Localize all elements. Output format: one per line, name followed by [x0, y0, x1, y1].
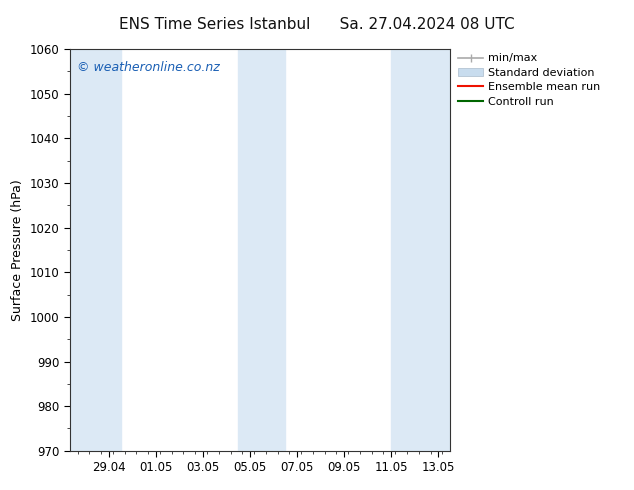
Bar — [391, 49, 450, 451]
Legend: min/max, Standard deviation, Ensemble mean run, Controll run: min/max, Standard deviation, Ensemble me… — [454, 49, 605, 111]
Bar — [238, 49, 285, 451]
Text: ENS Time Series Istanbul      Sa. 27.04.2024 08 UTC: ENS Time Series Istanbul Sa. 27.04.2024 … — [119, 17, 515, 32]
Text: © weatheronline.co.nz: © weatheronline.co.nz — [77, 61, 220, 74]
Y-axis label: Surface Pressure (hPa): Surface Pressure (hPa) — [11, 179, 24, 321]
Bar — [62, 49, 120, 451]
